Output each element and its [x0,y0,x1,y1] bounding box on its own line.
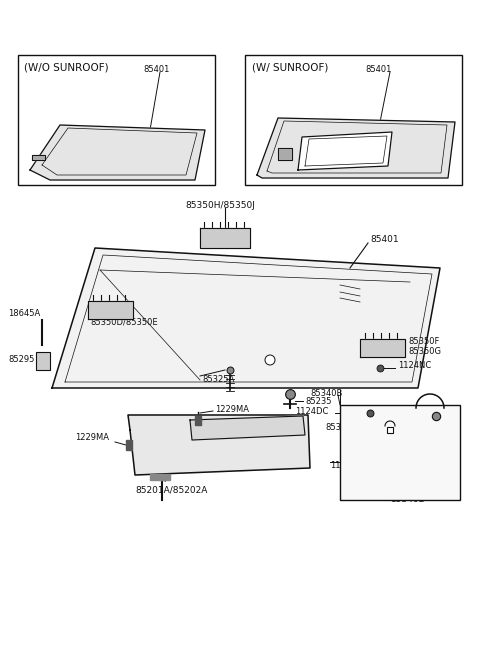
Text: 1124NC: 1124NC [398,362,431,371]
Text: 85350G: 85350G [408,348,441,356]
Text: 1229MA: 1229MA [215,405,249,413]
Text: 85325A: 85325A [202,375,234,384]
Text: 85350D/85350E: 85350D/85350E [90,318,157,326]
Polygon shape [128,415,310,475]
Polygon shape [32,155,45,160]
Text: 85401: 85401 [365,66,391,75]
Text: 85340B: 85340B [310,388,342,398]
Bar [340,405,460,500]
Text: 1124DC: 1124DC [295,407,328,415]
Bar [36,352,50,370]
Polygon shape [88,301,133,319]
Circle shape [103,305,113,315]
Polygon shape [52,248,440,388]
Polygon shape [30,125,205,180]
Polygon shape [360,339,405,357]
Text: 18645A: 18645A [8,309,40,318]
Text: 1229MA: 1229MA [75,434,109,443]
Text: 85295: 85295 [8,356,35,364]
Polygon shape [195,416,201,425]
Text: (W/ SUNROOF): (W/ SUNROOF) [252,63,328,73]
Polygon shape [298,132,392,170]
Text: 85401: 85401 [143,66,169,75]
Polygon shape [278,148,292,160]
Text: 85235: 85235 [305,398,332,407]
Text: 85343A: 85343A [325,424,358,432]
Polygon shape [190,416,305,440]
Text: 85355A: 85355A [400,443,432,451]
Polygon shape [150,474,170,480]
Polygon shape [126,440,132,450]
Polygon shape [257,118,455,178]
Text: 85350F: 85350F [408,337,439,345]
Text: 85340B: 85340B [390,495,425,504]
Bar [18,55,215,185]
Text: 85350H/85350J: 85350H/85350J [185,200,255,210]
Circle shape [265,355,275,365]
Text: 85401: 85401 [370,236,398,244]
Text: (W/O SUNROOF): (W/O SUNROOF) [24,63,108,73]
Text: 85201A/85202A: 85201A/85202A [135,485,207,495]
Text: 1124DC: 1124DC [330,460,363,470]
Bar [245,55,462,185]
Polygon shape [200,228,250,248]
